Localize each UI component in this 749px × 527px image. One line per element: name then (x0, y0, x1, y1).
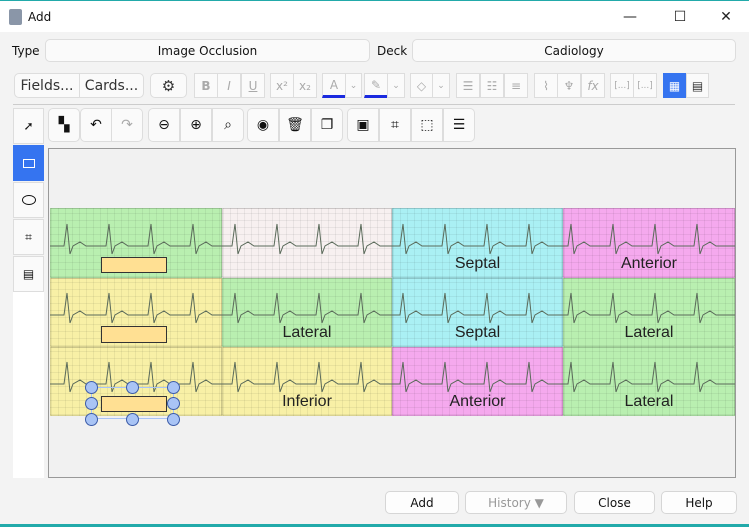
resize-handle[interactable] (85, 397, 98, 410)
occlusion-mask-selected[interactable] (101, 396, 167, 412)
region-label: Lateral (624, 393, 674, 410)
underline-button[interactable]: U (241, 73, 265, 98)
align-center-icon[interactable]: ☰ (443, 108, 475, 142)
resize-handle[interactable] (126, 413, 139, 426)
divider (13, 104, 735, 105)
ecg-lead-cell: Anterior (392, 347, 563, 416)
resize-handle[interactable] (85, 381, 98, 394)
ecg-lead-cell: Lateral (563, 347, 735, 416)
gear-icon[interactable]: ⚙ (150, 73, 187, 98)
ecg-trace (50, 223, 735, 393)
region-label: Anterior (449, 393, 506, 410)
ecg-image: Septal Anterior Lateral Septal Lateral Inferi… (50, 208, 735, 416)
image-occlusion-fields-icon[interactable]: ▤ (686, 73, 709, 98)
deck-label: Deck (377, 44, 408, 58)
region-label: Septal (454, 324, 501, 341)
select-tool-icon[interactable]: ➚ (13, 108, 44, 144)
ellipse-tool-icon[interactable] (13, 182, 44, 218)
region-label: Anterior (620, 255, 678, 272)
ecg-waveform (50, 361, 735, 393)
maximize-icon[interactable]: ☐ (673, 9, 687, 25)
polygon-tool-icon[interactable]: ⌗ (13, 219, 44, 255)
ecg-waveform (50, 292, 735, 324)
select-all-icon[interactable]: ⬚ (411, 108, 443, 142)
undo-icon[interactable]: ↶ (80, 108, 112, 142)
cloze-icon[interactable]: [...] (610, 73, 634, 98)
image-occlusion-mask-editor-icon[interactable]: ▦ (663, 73, 686, 98)
zoom-in-icon[interactable]: ⊕ (180, 108, 212, 142)
chevron-down-icon[interactable]: ⌄ (345, 73, 362, 98)
numbered-list-icon[interactable]: ☷ (480, 73, 504, 98)
cards-button[interactable]: Cards... (79, 73, 144, 98)
zoom-reset-icon[interactable]: ⌕ (212, 108, 244, 142)
resize-handle[interactable] (167, 413, 180, 426)
close-button[interactable]: Close (574, 491, 655, 514)
ecg-lead-cell: Septal (392, 208, 563, 278)
ecg-lead-cell: Septal (392, 278, 563, 347)
superscript-button[interactable]: x² (270, 73, 294, 98)
ecg-waveform (50, 223, 735, 255)
add-button[interactable]: Add (385, 491, 459, 514)
function-icon[interactable]: fx (581, 73, 605, 98)
ungroup-icon[interactable]: ⌗ (379, 108, 411, 142)
type-selector[interactable]: Image Occlusion (45, 39, 370, 62)
resize-handle[interactable] (126, 381, 139, 394)
fields-button[interactable]: Fields... (14, 73, 80, 98)
ecg-lead-cell (222, 208, 392, 278)
align-icon[interactable]: ≡ (504, 73, 528, 98)
type-label: Type (12, 44, 40, 58)
bullet-list-icon[interactable]: ☰ (456, 73, 480, 98)
history-button[interactable]: History ▼ (465, 491, 567, 514)
ecg-lead-cell: Anterior (563, 208, 735, 278)
resize-handle[interactable] (85, 413, 98, 426)
text-color-button[interactable]: A (322, 73, 346, 98)
paperclip-icon[interactable]: ⌇ (534, 73, 558, 98)
window-border (0, 524, 749, 527)
mask-toggle-icon[interactable]: ▚ (48, 108, 80, 142)
resize-handle[interactable] (167, 381, 180, 394)
cloze-same-icon[interactable]: [...] (633, 73, 657, 98)
window-title: Add (28, 10, 52, 24)
occlusion-mask[interactable] (101, 326, 167, 343)
close-icon[interactable]: ✕ (720, 9, 732, 25)
highlight-icon[interactable]: ✎ (364, 73, 388, 98)
minimize-icon[interactable]: — (623, 9, 637, 25)
zoom-out-icon[interactable]: ⊖ (148, 108, 180, 142)
deck-selector[interactable]: Cadiology (412, 39, 736, 62)
microphone-icon[interactable]: ♆ (557, 73, 581, 98)
group-icon[interactable]: ▣ (347, 108, 379, 142)
region-label: Septal (454, 255, 501, 272)
bold-button[interactable]: B (194, 73, 218, 98)
italic-button[interactable]: I (217, 73, 241, 98)
title-bar: Add — ☐ ✕ (0, 0, 749, 32)
eraser-icon[interactable]: ◇ (410, 73, 433, 98)
region-label: Inferior (282, 393, 332, 410)
text-tool-icon[interactable]: ▤ (13, 256, 44, 292)
redo-icon[interactable]: ↷ (111, 108, 143, 142)
help-button[interactable]: Help (661, 491, 737, 514)
resize-handle[interactable] (167, 397, 180, 410)
occlusion-mask[interactable] (101, 257, 167, 273)
rectangle-tool-icon[interactable] (13, 145, 44, 181)
subscript-button[interactable]: x₂ (293, 73, 317, 98)
duplicate-icon[interactable]: ❐ (311, 108, 343, 142)
ecg-lead-cell: Lateral (563, 278, 735, 347)
anki-icon (9, 9, 22, 25)
region-label: Lateral (624, 324, 674, 341)
chevron-down-icon[interactable]: ⌄ (387, 73, 405, 98)
region-label: Lateral (282, 324, 332, 341)
trash-icon[interactable]: 🗑 (279, 108, 311, 142)
tool-column (13, 292, 44, 478)
eye-icon[interactable]: ◉ (247, 108, 279, 142)
chevron-down-icon[interactable]: ⌄ (432, 73, 450, 98)
